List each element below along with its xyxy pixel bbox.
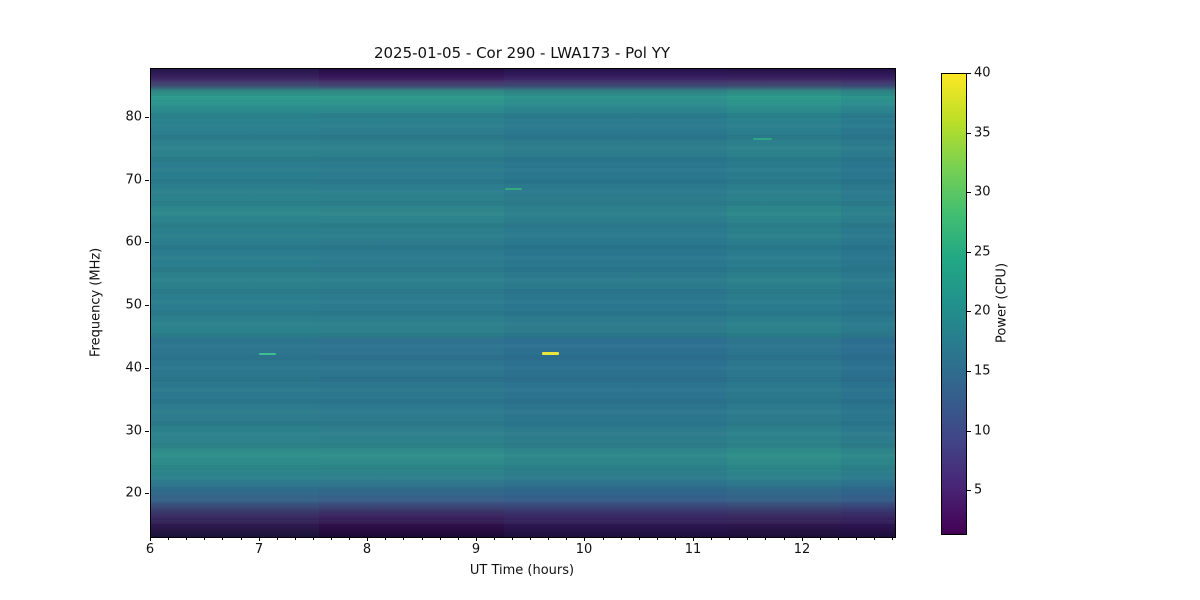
colorbar — [941, 73, 967, 535]
axis-tick — [967, 490, 971, 491]
axis-tick — [967, 133, 971, 134]
axis-tick — [145, 305, 149, 306]
x-tick-label: 10 — [575, 542, 593, 557]
x-axis-label: UT Time (hours) — [469, 563, 575, 578]
burst-dash — [505, 187, 523, 190]
colorbar-tick-label: 25 — [974, 244, 991, 260]
axis-tick — [145, 242, 149, 243]
x-tick-label: 7 — [254, 542, 264, 557]
x-tick-label: 9 — [471, 542, 481, 557]
axis-tick — [222, 537, 223, 540]
colorbar-label: Power (CPU) — [994, 263, 1010, 344]
y-tick-label: 30 — [125, 423, 142, 439]
axis-tick — [145, 493, 149, 494]
y-tick-label: 40 — [125, 360, 142, 376]
axis-tick — [331, 537, 332, 540]
colorbar-tick-label: 15 — [974, 363, 991, 379]
axis-tick — [967, 431, 971, 432]
axis-tick — [313, 537, 314, 540]
axis-tick — [747, 537, 748, 540]
axis-tick — [621, 537, 622, 540]
axis-tick — [168, 537, 169, 540]
axis-tick — [476, 537, 477, 541]
axis-tick — [693, 537, 694, 541]
x-tick-label: 11 — [684, 542, 702, 557]
axis-tick — [967, 311, 971, 312]
axis-tick — [494, 537, 495, 540]
axis-tick — [967, 73, 971, 74]
axis-tick — [729, 537, 730, 540]
axis-tick — [530, 537, 531, 540]
colorbar-tick-label: 10 — [974, 423, 991, 439]
spectrogram-image — [151, 69, 895, 537]
colorbar-tick-label: 35 — [974, 125, 991, 141]
axis-tick — [711, 537, 712, 540]
axis-tick — [584, 537, 585, 541]
axis-tick — [349, 537, 350, 540]
axis-tick — [512, 537, 513, 540]
axis-tick — [295, 537, 296, 540]
axis-tick — [204, 537, 205, 540]
axis-tick — [145, 368, 149, 369]
colorbar-tick-label: 40 — [974, 65, 991, 81]
time-overlay — [503, 69, 727, 537]
colorbar-tick-label: 20 — [974, 303, 991, 319]
spectrogram-plot — [150, 68, 896, 538]
spectrogram-striping — [151, 69, 895, 537]
axis-tick — [675, 537, 676, 540]
axis-tick — [458, 537, 459, 540]
axis-tick — [820, 537, 821, 540]
burst-dash — [258, 353, 276, 356]
y-axis-label: Frequency (MHz) — [88, 247, 104, 357]
axis-tick — [967, 192, 971, 193]
axis-tick — [784, 537, 785, 540]
colorbar-tick-label: 30 — [974, 184, 991, 200]
axis-tick — [186, 537, 187, 540]
axis-tick — [145, 180, 149, 181]
y-tick-label: 20 — [125, 485, 142, 501]
axis-tick — [241, 537, 242, 540]
axis-tick — [892, 537, 893, 540]
burst-dash — [753, 138, 772, 141]
axis-tick — [422, 537, 423, 540]
time-overlay — [840, 69, 895, 537]
axis-tick — [639, 537, 640, 540]
axis-tick — [566, 537, 567, 540]
axis-tick — [657, 537, 658, 540]
y-tick-label: 60 — [125, 234, 142, 250]
axis-tick — [603, 537, 604, 540]
axis-tick — [856, 537, 857, 540]
burst-dash — [542, 352, 560, 356]
time-overlay — [726, 69, 841, 537]
y-tick-label: 50 — [125, 297, 142, 313]
axis-tick — [403, 537, 404, 540]
axis-tick — [145, 117, 149, 118]
plot-title: 2025-01-05 - Cor 290 - LWA173 - Pol YY — [373, 44, 671, 62]
axis-tick — [440, 537, 441, 540]
axis-tick — [548, 537, 549, 540]
x-tick-label: 6 — [145, 542, 155, 557]
axis-tick — [385, 537, 386, 540]
axis-tick — [150, 537, 151, 541]
axis-tick — [838, 537, 839, 540]
axis-tick — [367, 537, 368, 541]
axis-tick — [277, 537, 278, 540]
axis-tick — [145, 431, 149, 432]
colorbar-tick-label: 5 — [974, 482, 983, 498]
axis-tick — [967, 252, 971, 253]
x-tick-label: 8 — [362, 542, 372, 557]
y-tick-label: 70 — [125, 172, 142, 188]
axis-tick — [259, 537, 260, 541]
time-overlay — [151, 69, 320, 537]
y-tick-label: 80 — [125, 109, 142, 125]
axis-tick — [765, 537, 766, 540]
axis-tick — [967, 371, 971, 372]
axis-tick — [802, 537, 803, 541]
x-tick-label: 12 — [793, 542, 811, 557]
axis-tick — [874, 537, 875, 540]
